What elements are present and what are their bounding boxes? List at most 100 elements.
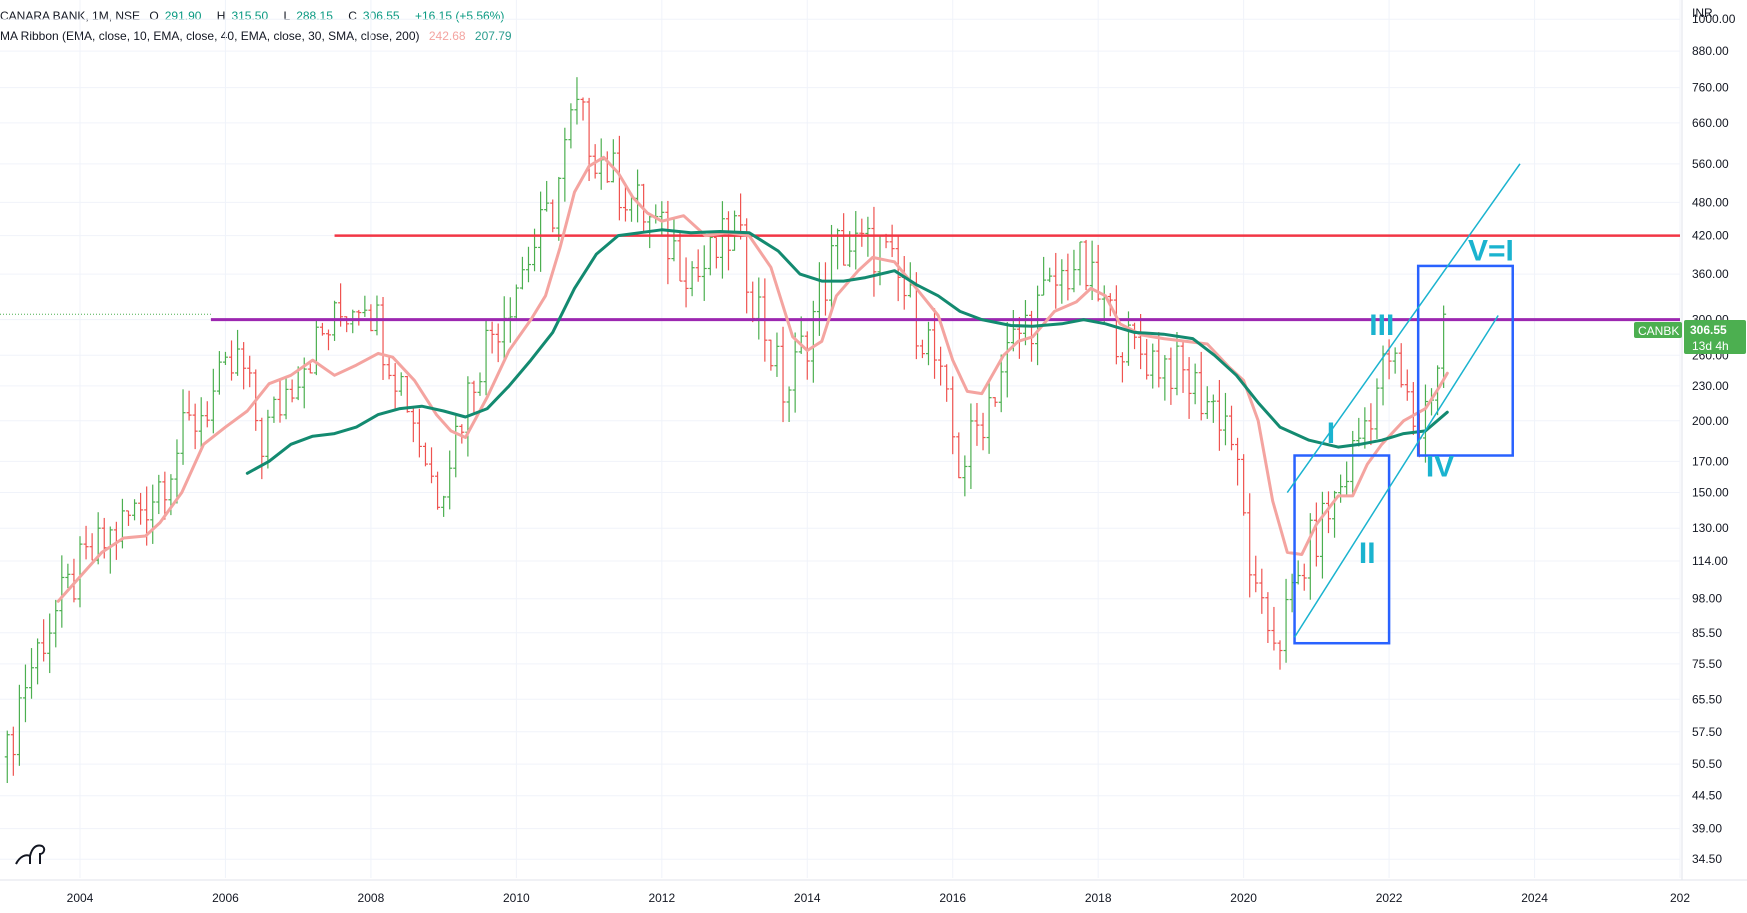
ohlc-bar [1119,352,1125,383]
ohlc-bar [538,191,544,272]
ohlc-bar [386,355,392,380]
ohlc-bar [447,450,453,510]
logo-icon [15,844,46,865]
ohlc-bar [829,224,835,313]
ohlc-bar [422,442,428,467]
last-price: 306.55 [1690,323,1727,337]
ohlc-bar [235,329,241,376]
bar-countdown: 13d 4h [1692,339,1729,353]
y-tick-label: 57.50 [1692,725,1722,739]
x-tick-label: 2010 [503,891,530,905]
ohlc-bar [616,135,622,221]
ohlc-bar [1132,322,1138,350]
ohlc-bar [1156,332,1162,388]
ohlc-bar [956,432,962,479]
ohlc-bar [1398,343,1404,388]
ohlc-bar [1356,417,1362,447]
ohlc-bar [719,201,725,279]
x-tick-label: 2006 [212,891,239,905]
ohlc-bar [1083,239,1089,291]
y-tick-label: 420.00 [1692,229,1729,243]
x-tick-label: 2012 [648,891,675,905]
ohlc-bar [822,262,828,316]
ohlc-bar [1344,461,1350,496]
time-axis[interactable]: 2004 2006 2008 2010 2012 2014 2016 2018 2020 2022… [0,879,1747,905]
ohlc-bar [841,213,847,266]
ohlc-bar [986,381,992,454]
ohlc-bar [410,406,416,443]
ohlc-bar [635,169,641,223]
ohlc-bar [556,176,562,241]
ohlc-bar [1307,513,1313,600]
ohlc-bar [968,403,974,489]
channel-lower [1293,315,1499,638]
ohlc-bar [156,474,162,515]
ohlc-bar [919,339,925,359]
ohlc-bar [1319,491,1325,579]
y-tick-label: 39.00 [1692,822,1722,836]
ohlc-bar [604,151,610,183]
ohlc-bar [477,372,483,396]
ohlc-bar [125,510,131,526]
moving-averages [56,155,1449,603]
ohlc-bar [695,249,701,282]
ohlc-bar [1422,384,1428,463]
ma-slow-line [245,228,1449,475]
ohlc-bar [1301,563,1307,591]
y-tick-label: 360.00 [1692,267,1729,281]
y-tick-label: 130.00 [1692,521,1729,535]
ohlc-bar [1392,347,1398,374]
ohlc-bar [1222,392,1228,446]
wave-4-5-box [1416,264,1514,457]
indicator-label[interactable]: MA Ribbon (EMA, close, 10, EMA, close, 4… [0,29,420,43]
ohlc-bar [707,234,713,276]
ohlc-bar [998,354,1004,413]
ohlc-bar [871,206,877,297]
horizontal-levels [0,234,1680,322]
ohlc-bar [1368,403,1374,446]
y-tick-label: 880.00 [1692,44,1729,58]
grid-lines [0,0,1681,878]
ohlc-bar [901,256,907,310]
wave-1-2-box [1293,454,1391,645]
ohlc-bar [22,664,28,723]
ticker-badge: CANBK [1638,324,1679,338]
ohlc-bar [1295,560,1301,585]
ohlc-bar [1047,267,1053,283]
price-axis[interactable]: INR 1000.00 880.00 760.00 660.00 560.00 480.0… [1681,0,1736,880]
ohlc-bar [483,318,489,396]
ohlc-bar [1077,241,1083,286]
ohlc-bar [653,204,659,224]
wave-label: II [1359,537,1376,570]
ohlc-bar [259,417,265,480]
ohlc-bar [186,390,192,421]
ohlc-bar [974,403,980,446]
ohlc-bar [683,257,689,308]
ohlc-bar [1235,437,1241,486]
ohlc-bar [1204,386,1210,419]
ohlc-bar [798,316,804,354]
ohlc-bar [29,648,35,699]
ohlc-bar [544,180,550,212]
ohlc-bar [265,409,271,469]
ohlc-bar [356,309,362,326]
ohlc-bar [16,684,22,766]
ohlc-bar [774,332,780,377]
ohlc-bar [216,351,222,395]
ohlc-bar [107,526,113,574]
ohlc-bar [689,261,695,297]
ohlc-bar [1113,285,1119,365]
y-tick-label: 114.00 [1692,554,1728,568]
ohlc-bar [756,277,762,340]
ohlc-bar [1253,555,1259,593]
ohlc-bar [10,726,16,776]
y-tick-label: 480.00 [1692,195,1729,209]
y-tick-label: 200.00 [1692,414,1729,428]
ohlc-bar [1138,314,1144,370]
wave-label: III [1369,309,1394,342]
ohlc-bar [1410,382,1416,435]
y-tick-label: 65.50 [1692,692,1722,706]
ohlc-bar [847,231,853,268]
